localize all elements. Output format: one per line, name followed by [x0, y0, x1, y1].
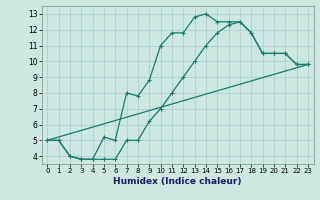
- X-axis label: Humidex (Indice chaleur): Humidex (Indice chaleur): [113, 177, 242, 186]
